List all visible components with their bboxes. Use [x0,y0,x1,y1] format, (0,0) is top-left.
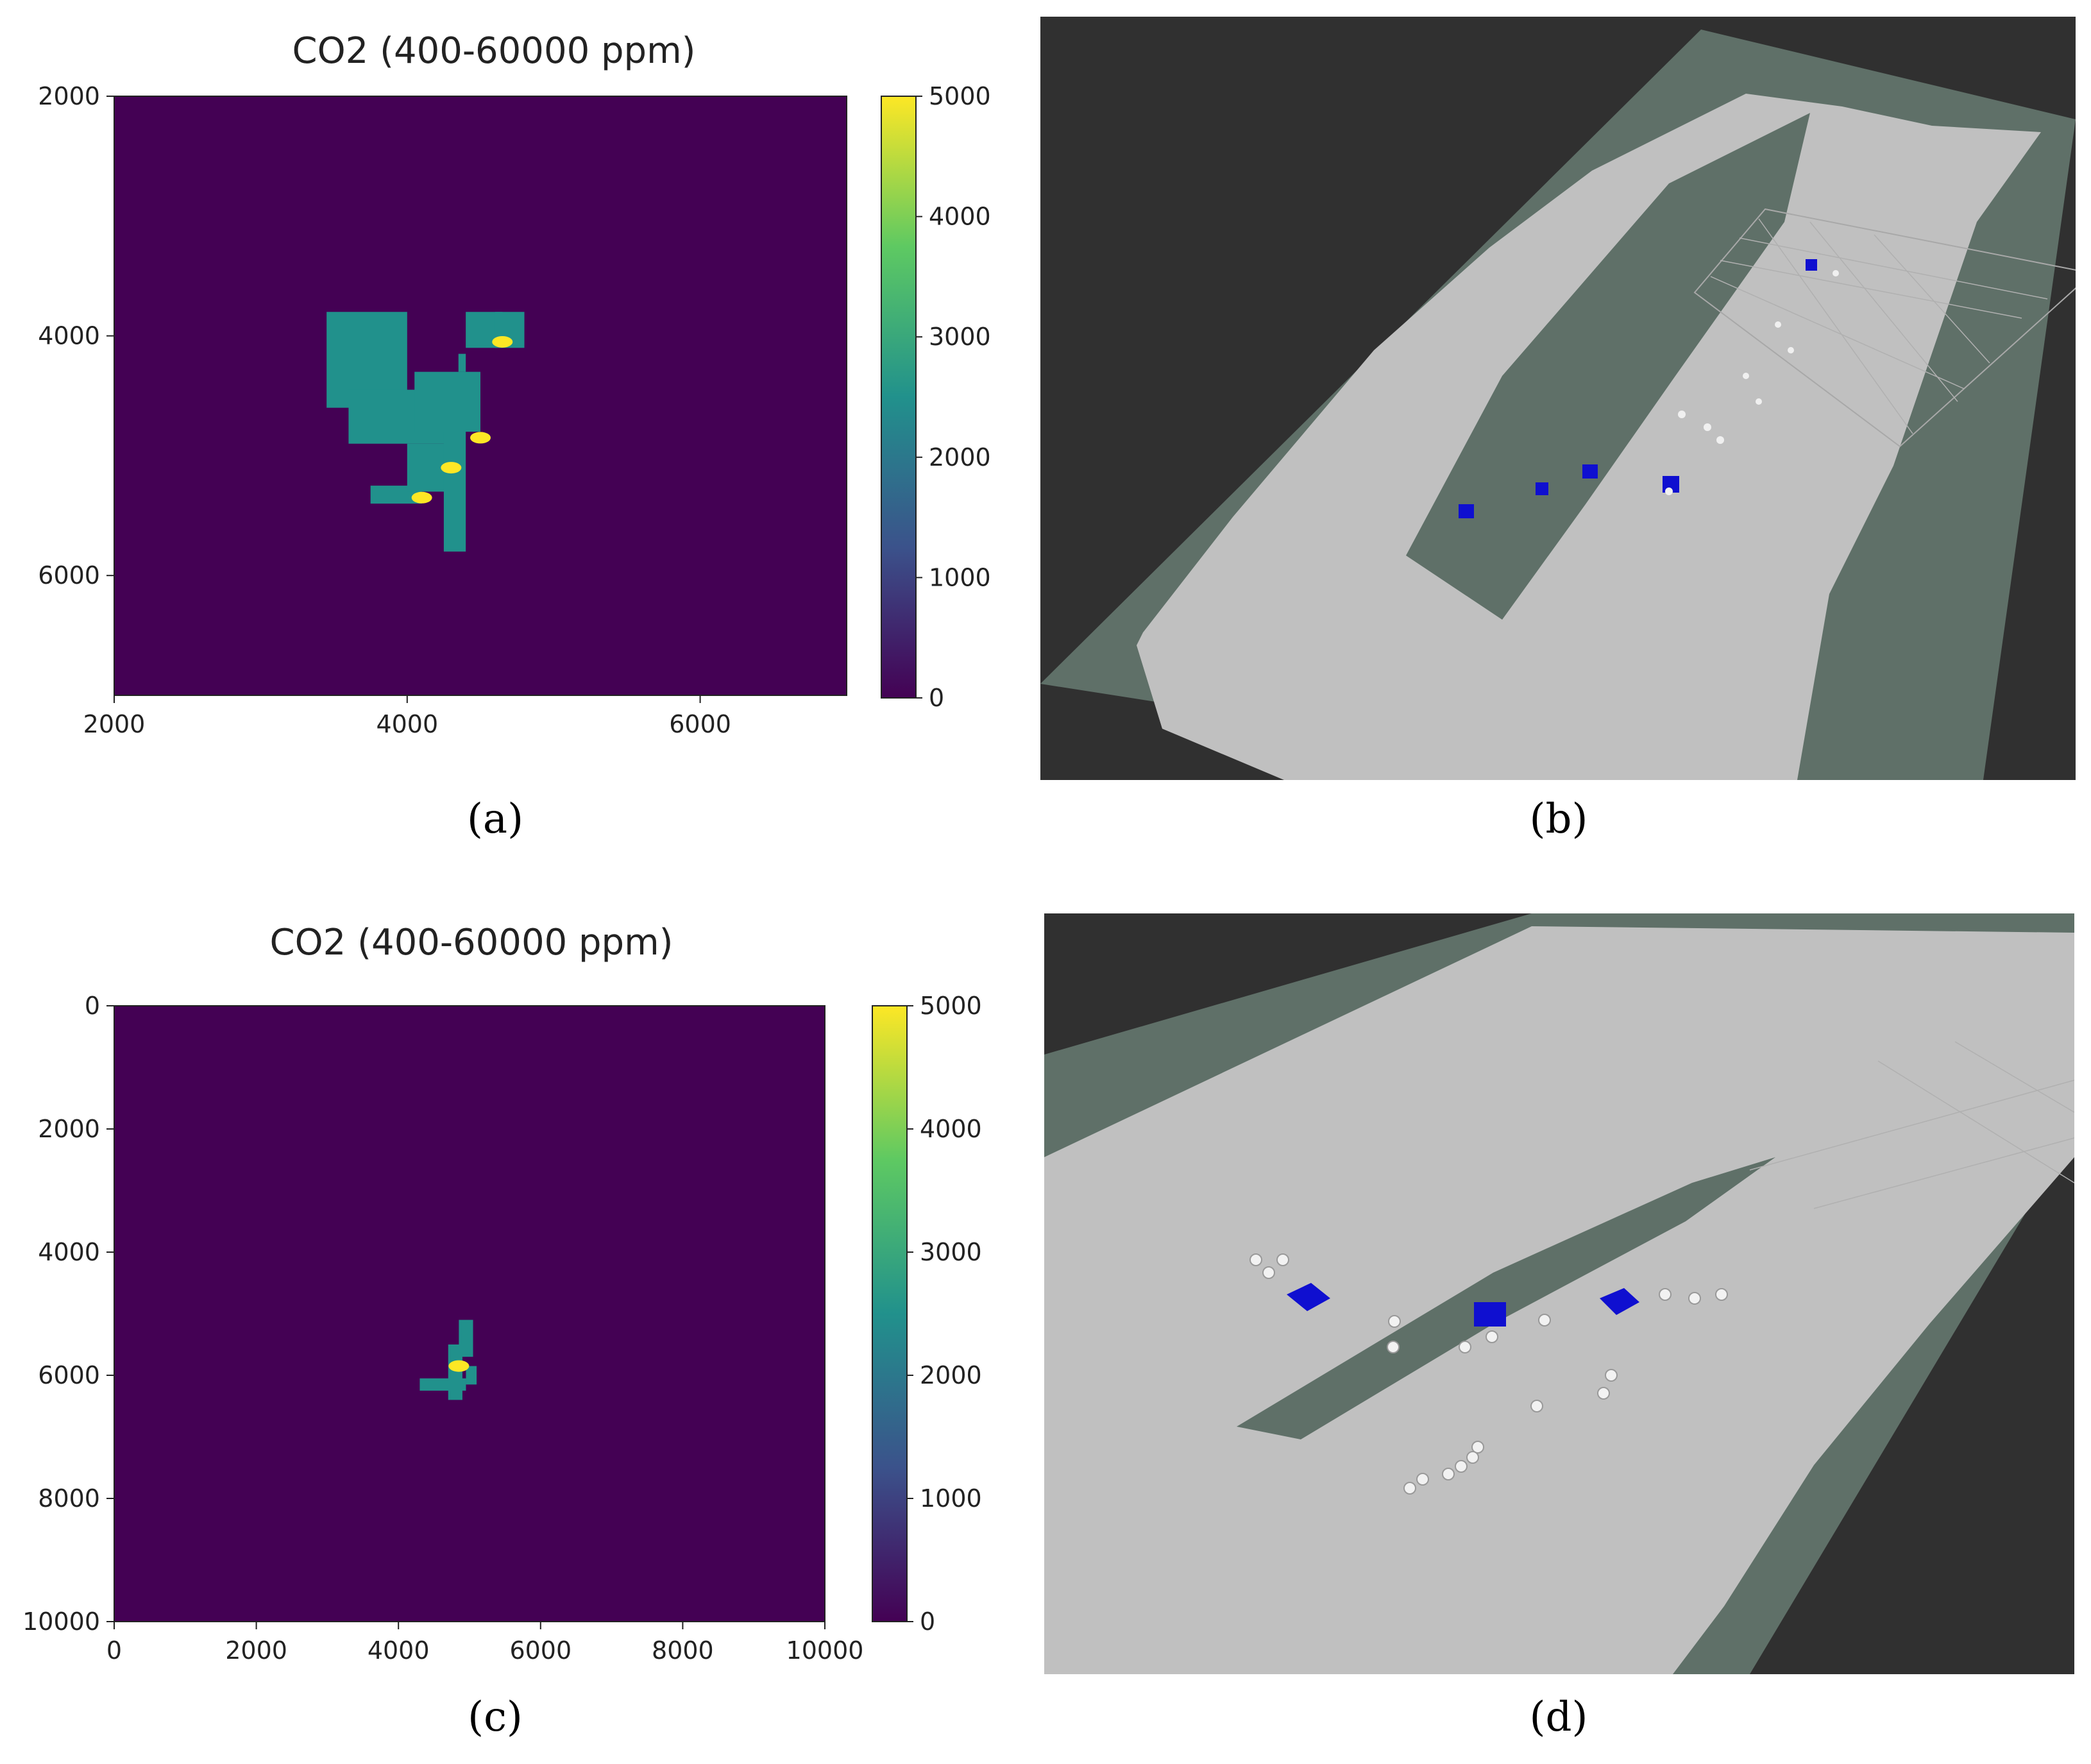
colorbar-tick-label: 2000 [920,1361,982,1389]
x-tick-label: 6000 [669,710,731,738]
plot-area: 0 2000 4000 6000 8000 10000020004000600080001… [22,992,982,1665]
grid-lines [1710,218,2048,434]
chart-title: CO2 (400-60000 ppm) [270,922,673,963]
plume-cell [414,371,480,432]
colorbar [881,96,917,699]
simulation-view-b [1040,17,2076,780]
plume-cell [443,425,466,552]
caption-a: (a) [466,795,524,843]
x-tick-label: 2000 [83,710,146,738]
colorbar-tick-label: 1000 [920,1484,982,1513]
caption-c: (c) [468,1693,523,1741]
colorbar-tick-label: 0 [929,684,944,712]
waypoints [1249,1253,1728,1495]
colorbar-tick-label: 4000 [920,1115,982,1143]
wall-stripe [1237,1157,1775,1439]
hotspot-cell [441,462,462,474]
colorbar-tick-label: 3000 [920,1238,982,1266]
colorbar-tick-label: 3000 [929,323,991,351]
heatmap-a: CO2 (400-60000 ppm) 2000 4000 6000 2000 4000… [38,30,990,738]
y-tick-label: 8000 [38,1484,100,1513]
colorbar [872,1005,908,1622]
x-tick-label: 2000 [225,1636,287,1665]
robot-markers [1287,1283,1639,1327]
plume-cell [458,353,466,372]
plume-cell [466,1366,477,1385]
colorbar-tick-label: 1000 [929,563,991,591]
plume-cell [448,1344,462,1400]
colorbar-tick-label: 0 [920,1607,935,1636]
y-tick-label: 4000 [38,1238,100,1266]
grid-lines [1749,1041,2074,1209]
chart-title: CO2 (400-60000 ppm) [292,30,696,72]
colorbar-tick-label: 2000 [929,443,991,471]
y-tick-label: 10000 [22,1607,100,1636]
plot-area: 2000 4000 6000 2000 4000 6000 0 1000 2000 3000 400… [38,82,990,738]
plot-frame [114,96,847,696]
plot-frame [114,1005,825,1622]
colorbar-tick-label: 4000 [929,203,991,231]
heatmap-background [114,1006,825,1622]
caption-b: (b) [1529,795,1588,843]
y-tick-label: 2000 [38,1115,100,1143]
x-tick-label: 4000 [368,1636,430,1665]
hotspot-cell [492,335,513,348]
x-tick-label: 0 [106,1636,122,1665]
colorbar-tick-label: 5000 [920,992,982,1020]
colorbar-tick-label: 5000 [929,82,991,110]
y-tick-label: 2000 [38,82,100,110]
heatmap-c: CO2 (400-60000 ppm) 0 2000 4000 6000 8000 100… [22,922,982,1665]
y-tick-label: 6000 [38,561,100,589]
hotspot-cell [411,491,432,504]
x-tick-label: 10000 [786,1636,864,1665]
x-tick-label: 6000 [509,1636,571,1665]
hotspot-cell [470,432,491,444]
ground-grid [1693,208,2076,448]
y-tick-label: 6000 [38,1361,100,1389]
caption-d: (d) [1529,1693,1588,1741]
free-space [1044,926,2074,1674]
x-tick-label: 4000 [376,710,438,738]
plume-cell [459,1319,473,1357]
hotspot-cell [448,1360,470,1372]
y-tick-label: 4000 [38,322,100,350]
simulation-view-d [1044,913,2074,1674]
waypoints [1665,270,1839,495]
wall-stripe [1406,113,1810,620]
y-tick-label: 0 [85,992,100,1020]
x-tick-label: 8000 [652,1636,714,1665]
